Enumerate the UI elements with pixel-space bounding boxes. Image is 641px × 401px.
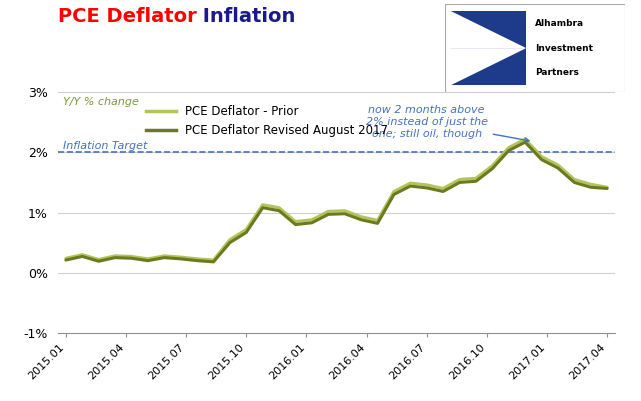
Text: Alhambra: Alhambra: [535, 19, 585, 28]
Polygon shape: [451, 48, 526, 85]
Text: Inflation Target: Inflation Target: [63, 141, 147, 151]
Text: Investment: Investment: [535, 44, 593, 53]
Text: Inflation: Inflation: [196, 7, 296, 26]
Legend: PCE Deflator - Prior, PCE Deflator Revised August 2017: PCE Deflator - Prior, PCE Deflator Revis…: [142, 101, 393, 142]
Text: PCE Deflator: PCE Deflator: [58, 7, 196, 26]
Text: Partners: Partners: [535, 68, 579, 77]
Polygon shape: [451, 11, 526, 48]
Text: Y/Y % change: Y/Y % change: [63, 97, 139, 107]
Text: now 2 months above
2% instead of just the
one; still oil, though: now 2 months above 2% instead of just th…: [366, 105, 529, 142]
Bar: [451, 11, 526, 85]
